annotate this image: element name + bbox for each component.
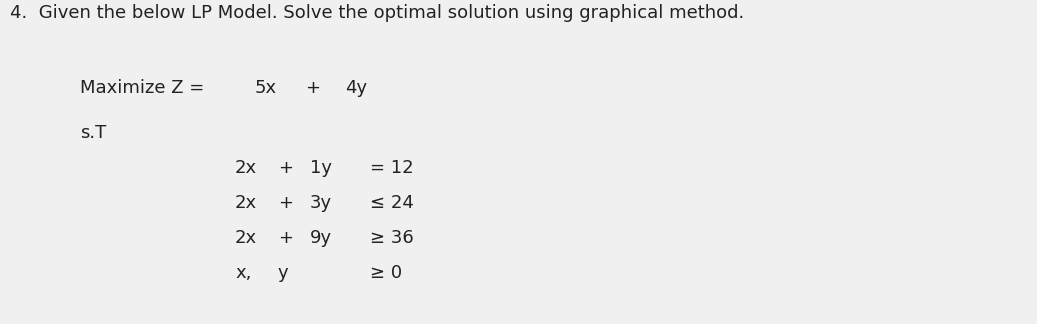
Text: 1y: 1y: [310, 159, 332, 177]
Text: 5x: 5x: [255, 79, 277, 97]
Text: Maximize Z =: Maximize Z =: [80, 79, 204, 97]
Text: 9y: 9y: [310, 229, 332, 247]
Text: ≤ 24: ≤ 24: [370, 194, 414, 212]
Text: 2x: 2x: [235, 159, 257, 177]
Text: y: y: [278, 264, 288, 282]
Text: +: +: [278, 229, 293, 247]
Text: +: +: [278, 194, 293, 212]
Text: s.T: s.T: [80, 124, 106, 142]
Text: 4.  Given the below LP Model. Solve the optimal solution using graphical method.: 4. Given the below LP Model. Solve the o…: [10, 4, 745, 22]
Text: ≥ 36: ≥ 36: [370, 229, 414, 247]
Text: = 12: = 12: [370, 159, 414, 177]
Text: +: +: [305, 79, 320, 97]
Text: 4y: 4y: [345, 79, 367, 97]
Text: ≥ 0: ≥ 0: [370, 264, 402, 282]
Text: 2x: 2x: [235, 194, 257, 212]
Text: x,: x,: [235, 264, 251, 282]
Text: +: +: [278, 159, 293, 177]
Text: 2x: 2x: [235, 229, 257, 247]
Text: 3y: 3y: [310, 194, 332, 212]
